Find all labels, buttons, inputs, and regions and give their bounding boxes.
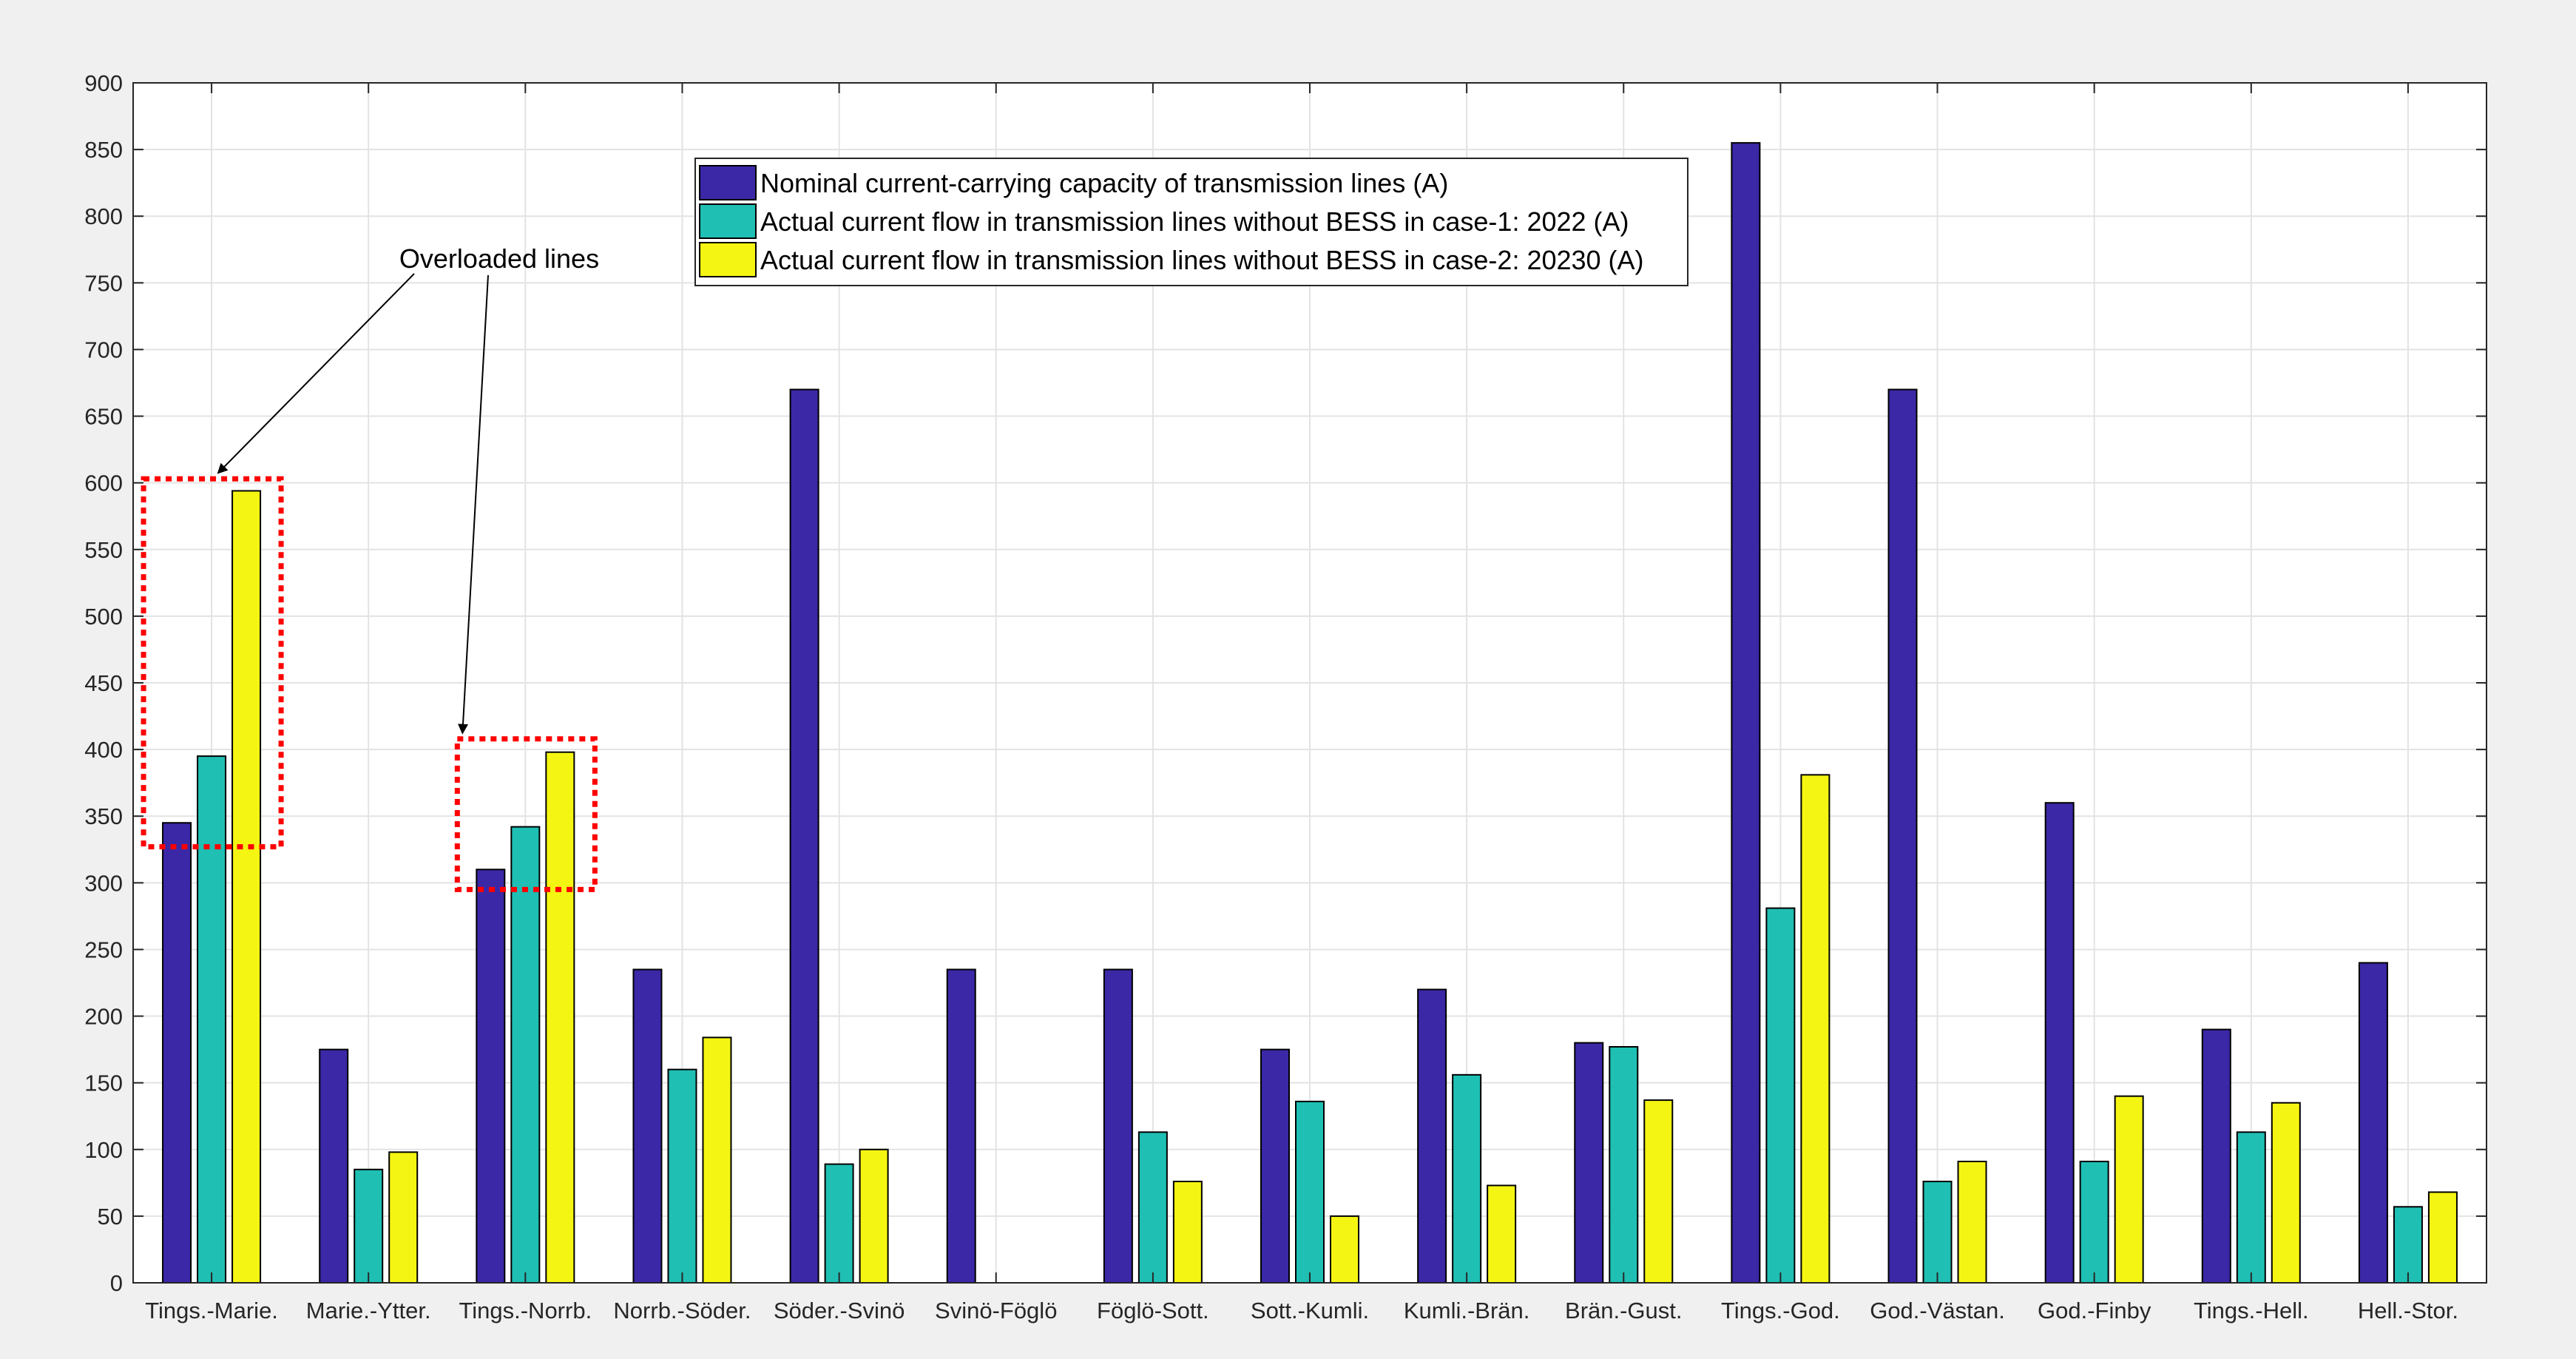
x-tick-label: Tings.-God.	[1721, 1298, 1840, 1323]
overload-box	[454, 736, 598, 892]
bar	[1609, 1046, 1639, 1284]
bar	[388, 1151, 419, 1284]
x-tick-label: Hell.-Stor.	[2358, 1298, 2458, 1323]
legend-swatch	[699, 165, 757, 200]
x-tick-label: God.-Finby	[2038, 1298, 2151, 1323]
x-tick-label: Brän.-Gust.	[1565, 1298, 1683, 1323]
y-tick-label: 850	[84, 137, 123, 163]
overload-box	[141, 476, 284, 850]
bar	[1137, 1131, 1168, 1284]
y-tick-label: 550	[84, 537, 123, 563]
y-tick-label: 450	[84, 670, 123, 696]
y-tick-label: 0	[110, 1270, 123, 1296]
y-tick-label: 750	[84, 270, 123, 296]
bar	[1260, 1048, 1290, 1284]
bar	[946, 968, 976, 1284]
annotation-arrow	[217, 273, 415, 474]
bar	[1800, 774, 1830, 1284]
bar	[1643, 1099, 1674, 1284]
bar	[1922, 1181, 1953, 1284]
x-tick-label: God.-Västan.	[1870, 1298, 2005, 1323]
bar	[2358, 962, 2388, 1284]
y-tick-label: 100	[84, 1137, 123, 1163]
y-tick-label: 600	[84, 471, 123, 496]
bar	[510, 826, 541, 1284]
y-tick-label: 700	[84, 337, 123, 362]
bars	[162, 142, 2458, 1284]
bar	[2079, 1160, 2109, 1284]
bar	[2271, 1102, 2301, 1284]
y-tick-label: 400	[84, 737, 123, 763]
x-tick-label: Tings.-Norrb.	[459, 1298, 592, 1323]
bar	[162, 822, 192, 1284]
x-tick-label: Tings.-Marie.	[145, 1298, 278, 1323]
bar	[2427, 1191, 2458, 1284]
y-tick-label: 250	[84, 937, 123, 962]
bar	[1487, 1184, 1517, 1284]
y-tick-label: 200	[84, 1004, 123, 1030]
annotation-label: Overloaded lines	[399, 243, 599, 274]
y-tick-label: 800	[84, 203, 123, 229]
x-tick-label: Svinö-Föglö	[935, 1298, 1057, 1323]
y-axis-ticks: 0 50 100 150 200 250 300 350 400 450 500 550 600 650 7…	[84, 70, 2487, 1296]
bar	[1957, 1160, 1987, 1284]
bar	[1574, 1042, 1604, 1284]
bar	[789, 388, 819, 1284]
bar	[1417, 988, 1447, 1284]
y-tick-label: 650	[84, 404, 123, 430]
bar	[859, 1148, 889, 1284]
bar	[702, 1036, 732, 1284]
bar	[354, 1168, 384, 1284]
bar	[667, 1068, 697, 1284]
y-tick-label: 900	[84, 70, 123, 96]
x-axis-ticks: Tings.-Marie. Marie.-Ytter. Tings.-Norrb. N…	[145, 83, 2458, 1323]
bar	[197, 755, 227, 1284]
legend-box	[694, 158, 1688, 286]
legend-label: Actual current flow in transmission line…	[760, 206, 1629, 237]
bar	[2044, 802, 2075, 1284]
bar	[476, 869, 506, 1284]
y-tick-label: 150	[84, 1070, 123, 1096]
legend-swatch	[699, 242, 757, 277]
bar	[2114, 1095, 2144, 1284]
y-tick-label: 50	[98, 1204, 123, 1230]
bar	[2236, 1131, 2266, 1284]
bar	[824, 1163, 854, 1284]
legend-label: Nominal current-carrying capacity of tra…	[760, 168, 1448, 198]
annotation: Overloaded lines	[217, 243, 599, 735]
y-tick-label: 300	[84, 870, 123, 896]
legend-swatch	[699, 203, 757, 239]
y-tick-label: 500	[84, 604, 123, 630]
bar	[632, 968, 663, 1284]
x-tick-label: Kumli.-Brän.	[1404, 1298, 1530, 1323]
bar	[1103, 968, 1133, 1284]
bar	[1172, 1181, 1203, 1284]
bar	[1330, 1215, 1359, 1284]
bar	[319, 1048, 349, 1284]
x-tick-label: Sott.-Kumli.	[1251, 1298, 1369, 1323]
x-tick-label: Söder.-Svinö	[774, 1298, 905, 1323]
x-tick-label: Norrb.-Söder.	[613, 1298, 751, 1323]
bar	[545, 751, 575, 1284]
x-tick-label: Föglö-Sott.	[1097, 1298, 1209, 1323]
bar	[1452, 1073, 1482, 1284]
legend: Nominal current-carrying capacity of tra…	[694, 158, 1688, 286]
bar	[1765, 907, 1796, 1284]
bar	[2201, 1028, 2231, 1284]
annotation-arrow	[458, 274, 489, 735]
overload-highlights	[141, 476, 598, 892]
bar	[1731, 142, 1761, 1284]
bar	[1295, 1100, 1325, 1284]
legend-label: Actual current flow in transmission line…	[760, 245, 1644, 275]
y-tick-label: 350	[84, 803, 123, 829]
x-tick-label: Marie.-Ytter.	[306, 1298, 431, 1323]
bar	[1887, 388, 1918, 1284]
x-tick-label: Tings.-Hell.	[2194, 1298, 2309, 1323]
bar	[2393, 1206, 2423, 1284]
bar	[231, 490, 262, 1284]
